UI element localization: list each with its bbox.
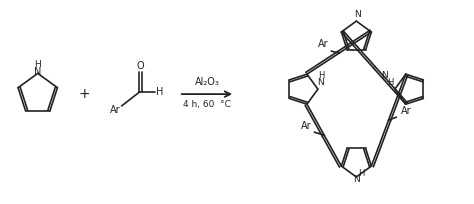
Text: N: N [382, 71, 388, 80]
Text: Ar: Ar [110, 105, 121, 115]
Text: N: N [34, 67, 41, 77]
Text: Ar: Ar [301, 121, 312, 131]
Text: 4 h, 60  °C: 4 h, 60 °C [183, 100, 231, 110]
Text: N: N [318, 78, 324, 87]
Text: H: H [358, 169, 365, 177]
Text: H: H [387, 78, 393, 87]
Text: O: O [137, 61, 144, 71]
Text: H: H [156, 87, 164, 97]
Text: Al₂O₃: Al₂O₃ [194, 77, 219, 87]
Text: N: N [353, 175, 360, 184]
Text: H: H [318, 71, 324, 80]
Text: +: + [78, 87, 90, 101]
Text: Ar: Ar [318, 39, 328, 49]
Text: H: H [35, 60, 41, 69]
Text: N: N [354, 10, 361, 19]
Text: Ar: Ar [401, 106, 411, 116]
